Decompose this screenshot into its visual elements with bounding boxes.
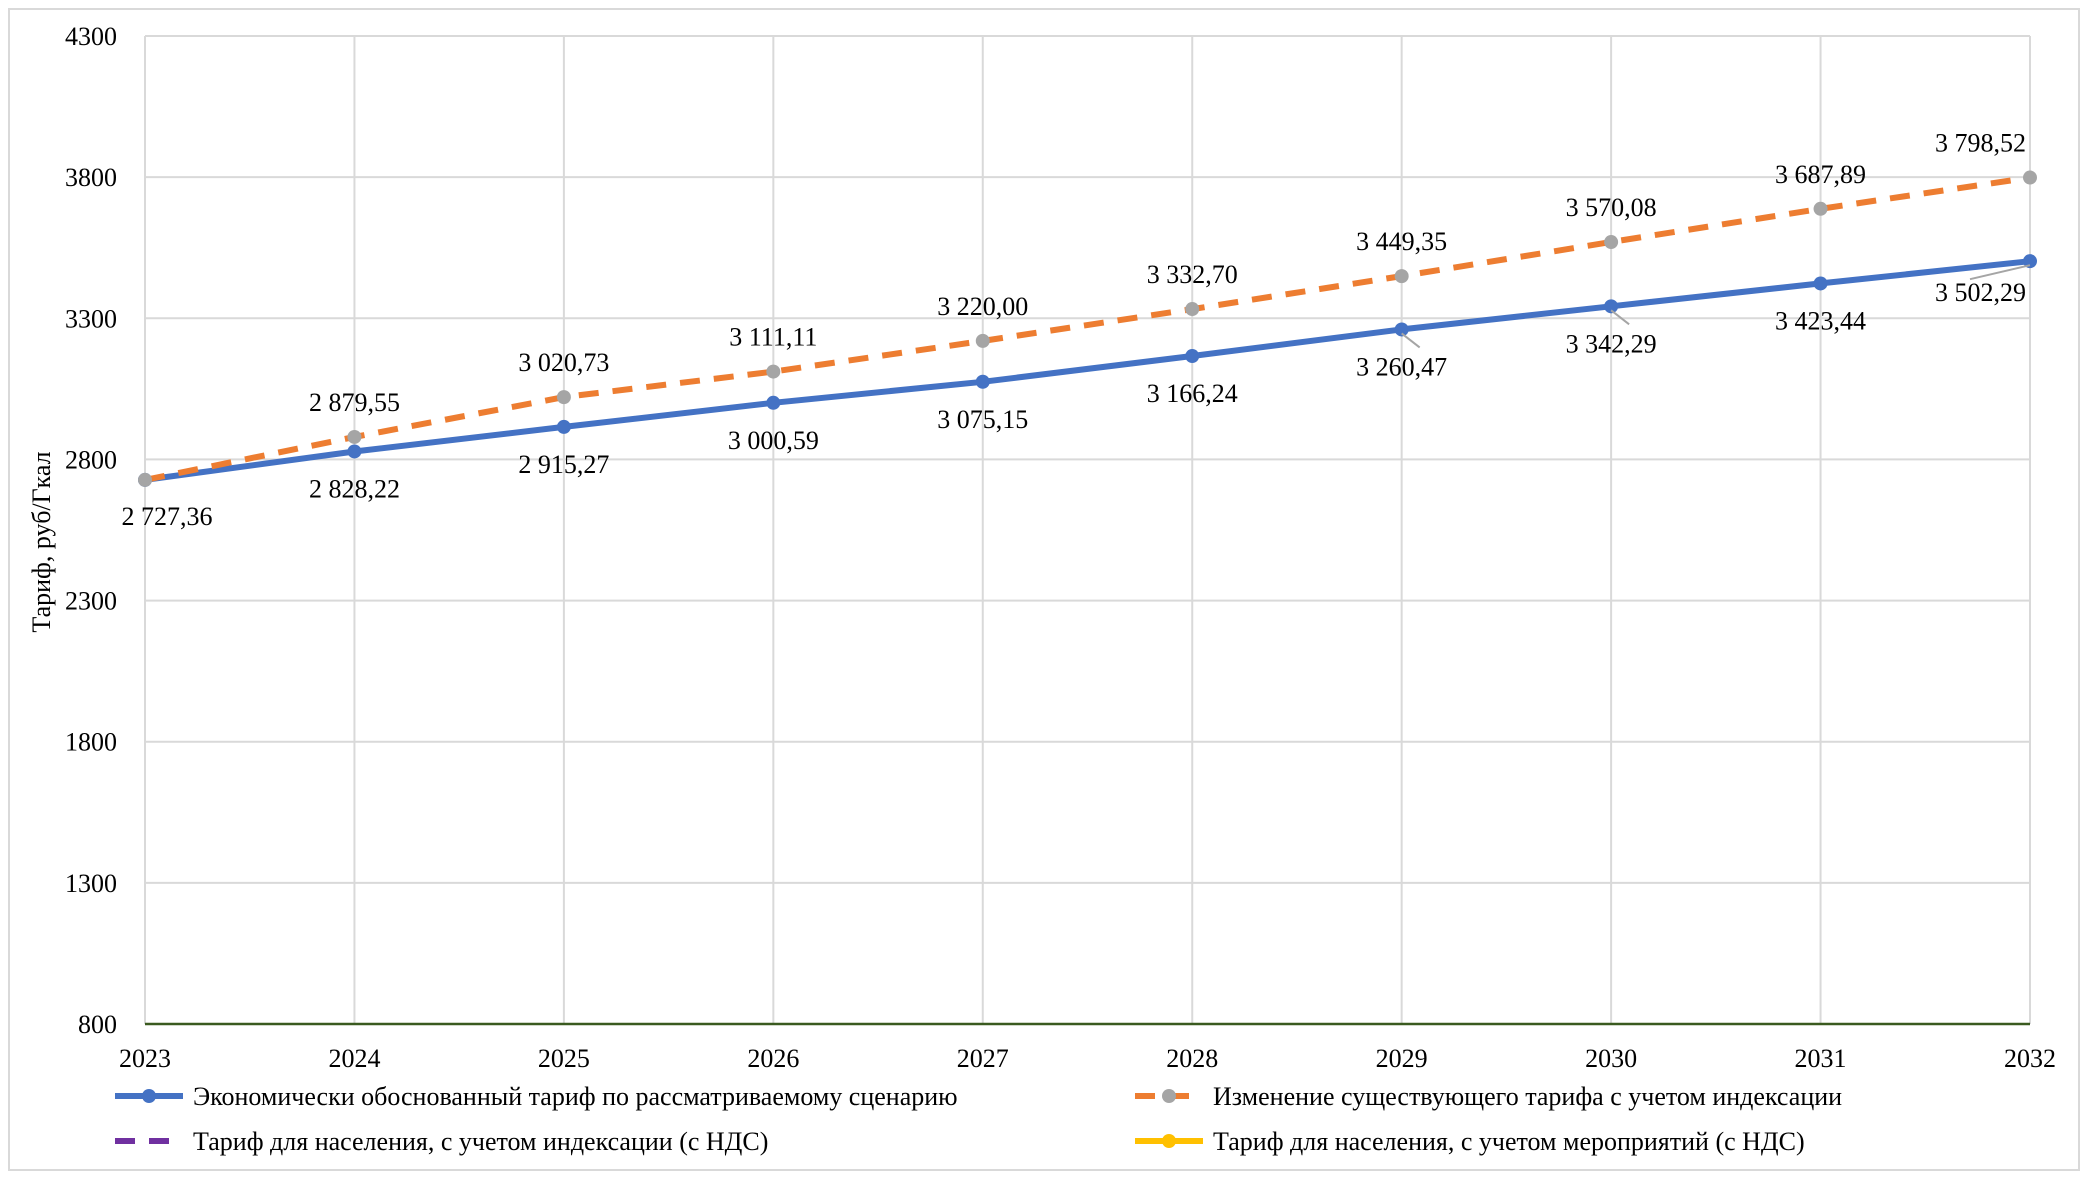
legend-marker xyxy=(142,1089,156,1103)
y-axis-title: Тариф, руб/Гкал xyxy=(27,451,56,632)
data-label-indexation: 3 020,73 xyxy=(518,348,609,377)
data-label-economic: 3 075,15 xyxy=(937,405,1028,434)
data-point xyxy=(766,395,781,410)
x-tick-label: 2032 xyxy=(2004,1044,2056,1073)
legend-label: Тариф для населения, с учетом мероприяти… xyxy=(1213,1127,1805,1156)
data-label-indexation: 2 879,55 xyxy=(309,388,400,417)
legend-marker xyxy=(1162,1134,1176,1148)
data-label-economic: 3 502,29 xyxy=(1935,278,2026,307)
y-tick-label: 3800 xyxy=(65,163,117,192)
data-point xyxy=(1813,201,1828,216)
data-label-economic: 3 000,59 xyxy=(728,426,819,455)
x-tick-label: 2024 xyxy=(328,1044,380,1073)
data-point xyxy=(2023,254,2037,269)
data-point xyxy=(556,390,571,405)
x-tick-label: 2031 xyxy=(1795,1044,1847,1073)
data-point xyxy=(138,472,152,487)
label-leader-line xyxy=(1401,332,1421,349)
y-tick-label: 4300 xyxy=(65,22,117,51)
data-point xyxy=(556,419,571,434)
data-point xyxy=(1185,302,1200,317)
data-point xyxy=(347,444,362,459)
data-label-indexation: 3 798,52 xyxy=(1935,129,2026,158)
data-point xyxy=(1394,322,1409,337)
x-tick-label: 2028 xyxy=(1166,1044,1218,1073)
series-line xyxy=(144,174,2031,483)
data-label-economic: 3 166,24 xyxy=(1147,379,1238,408)
data-label-economic: 3 260,47 xyxy=(1356,352,1447,381)
data-point xyxy=(347,429,362,444)
legend-label: Тариф для населения, с учетом индексации… xyxy=(193,1127,768,1156)
data-point xyxy=(1813,276,1828,291)
y-tick-label: 2800 xyxy=(65,445,117,474)
series-lines xyxy=(138,170,2037,487)
data-label-indexation: 3 111,11 xyxy=(729,323,817,352)
data-label-indexation: 3 449,35 xyxy=(1356,227,1447,256)
data-label-economic: 2 915,27 xyxy=(518,450,609,479)
x-tick-label: 2023 xyxy=(119,1044,171,1073)
legend-label: Изменение существующего тарифа с учетом … xyxy=(1213,1082,1842,1111)
data-point xyxy=(1604,299,1619,314)
data-label-economic: 2 828,22 xyxy=(309,474,400,503)
series-line xyxy=(142,258,2033,483)
y-tick-label: 3300 xyxy=(65,304,117,333)
data-label-indexation: 3 332,70 xyxy=(1147,260,1238,289)
data-label-economic: 3 342,29 xyxy=(1566,329,1657,358)
data-label-indexation: 3 570,08 xyxy=(1566,193,1657,222)
y-tick-label: 800 xyxy=(78,1010,117,1039)
x-tick-label: 2029 xyxy=(1376,1044,1428,1073)
data-label-indexation: 3 687,89 xyxy=(1775,160,1866,189)
x-tick-label: 2025 xyxy=(538,1044,590,1073)
y-tick-label: 2300 xyxy=(65,587,117,616)
gridlines xyxy=(144,35,2031,1024)
data-labels: 2 727,36 2 828,22 2 915,27 3 000,59 3 075,15… xyxy=(122,129,2031,531)
data-point xyxy=(2023,170,2037,185)
data-label-indexation: 3 220,00 xyxy=(937,292,1028,321)
data-label-economic: 2 727,36 xyxy=(122,502,213,531)
x-tick-label: 2027 xyxy=(957,1044,1009,1073)
y-tick-label: 1300 xyxy=(65,869,117,898)
y-tick-label: 1800 xyxy=(65,728,117,757)
label-leader-line xyxy=(1610,309,1630,326)
axes: 800 1300 1800 2300 2800 3300 3800 4300 2023 2024 2… xyxy=(65,22,2056,1073)
data-point xyxy=(1185,349,1200,364)
x-tick-label: 2030 xyxy=(1585,1044,1637,1073)
legend-marker xyxy=(1162,1089,1176,1103)
data-label-economic: 3 423,44 xyxy=(1775,306,1866,335)
legend: Экономически обоснованный тариф по рассм… xyxy=(115,1082,1842,1156)
data-point xyxy=(1394,269,1409,284)
legend-label: Экономически обоснованный тариф по рассм… xyxy=(193,1082,958,1111)
data-point xyxy=(975,374,990,389)
data-point xyxy=(766,364,781,379)
data-point xyxy=(1604,235,1619,250)
chart-frame xyxy=(8,8,2080,1171)
x-tick-label: 2026 xyxy=(747,1044,799,1073)
label-leader-line xyxy=(1969,264,2031,281)
data-point xyxy=(975,333,990,348)
